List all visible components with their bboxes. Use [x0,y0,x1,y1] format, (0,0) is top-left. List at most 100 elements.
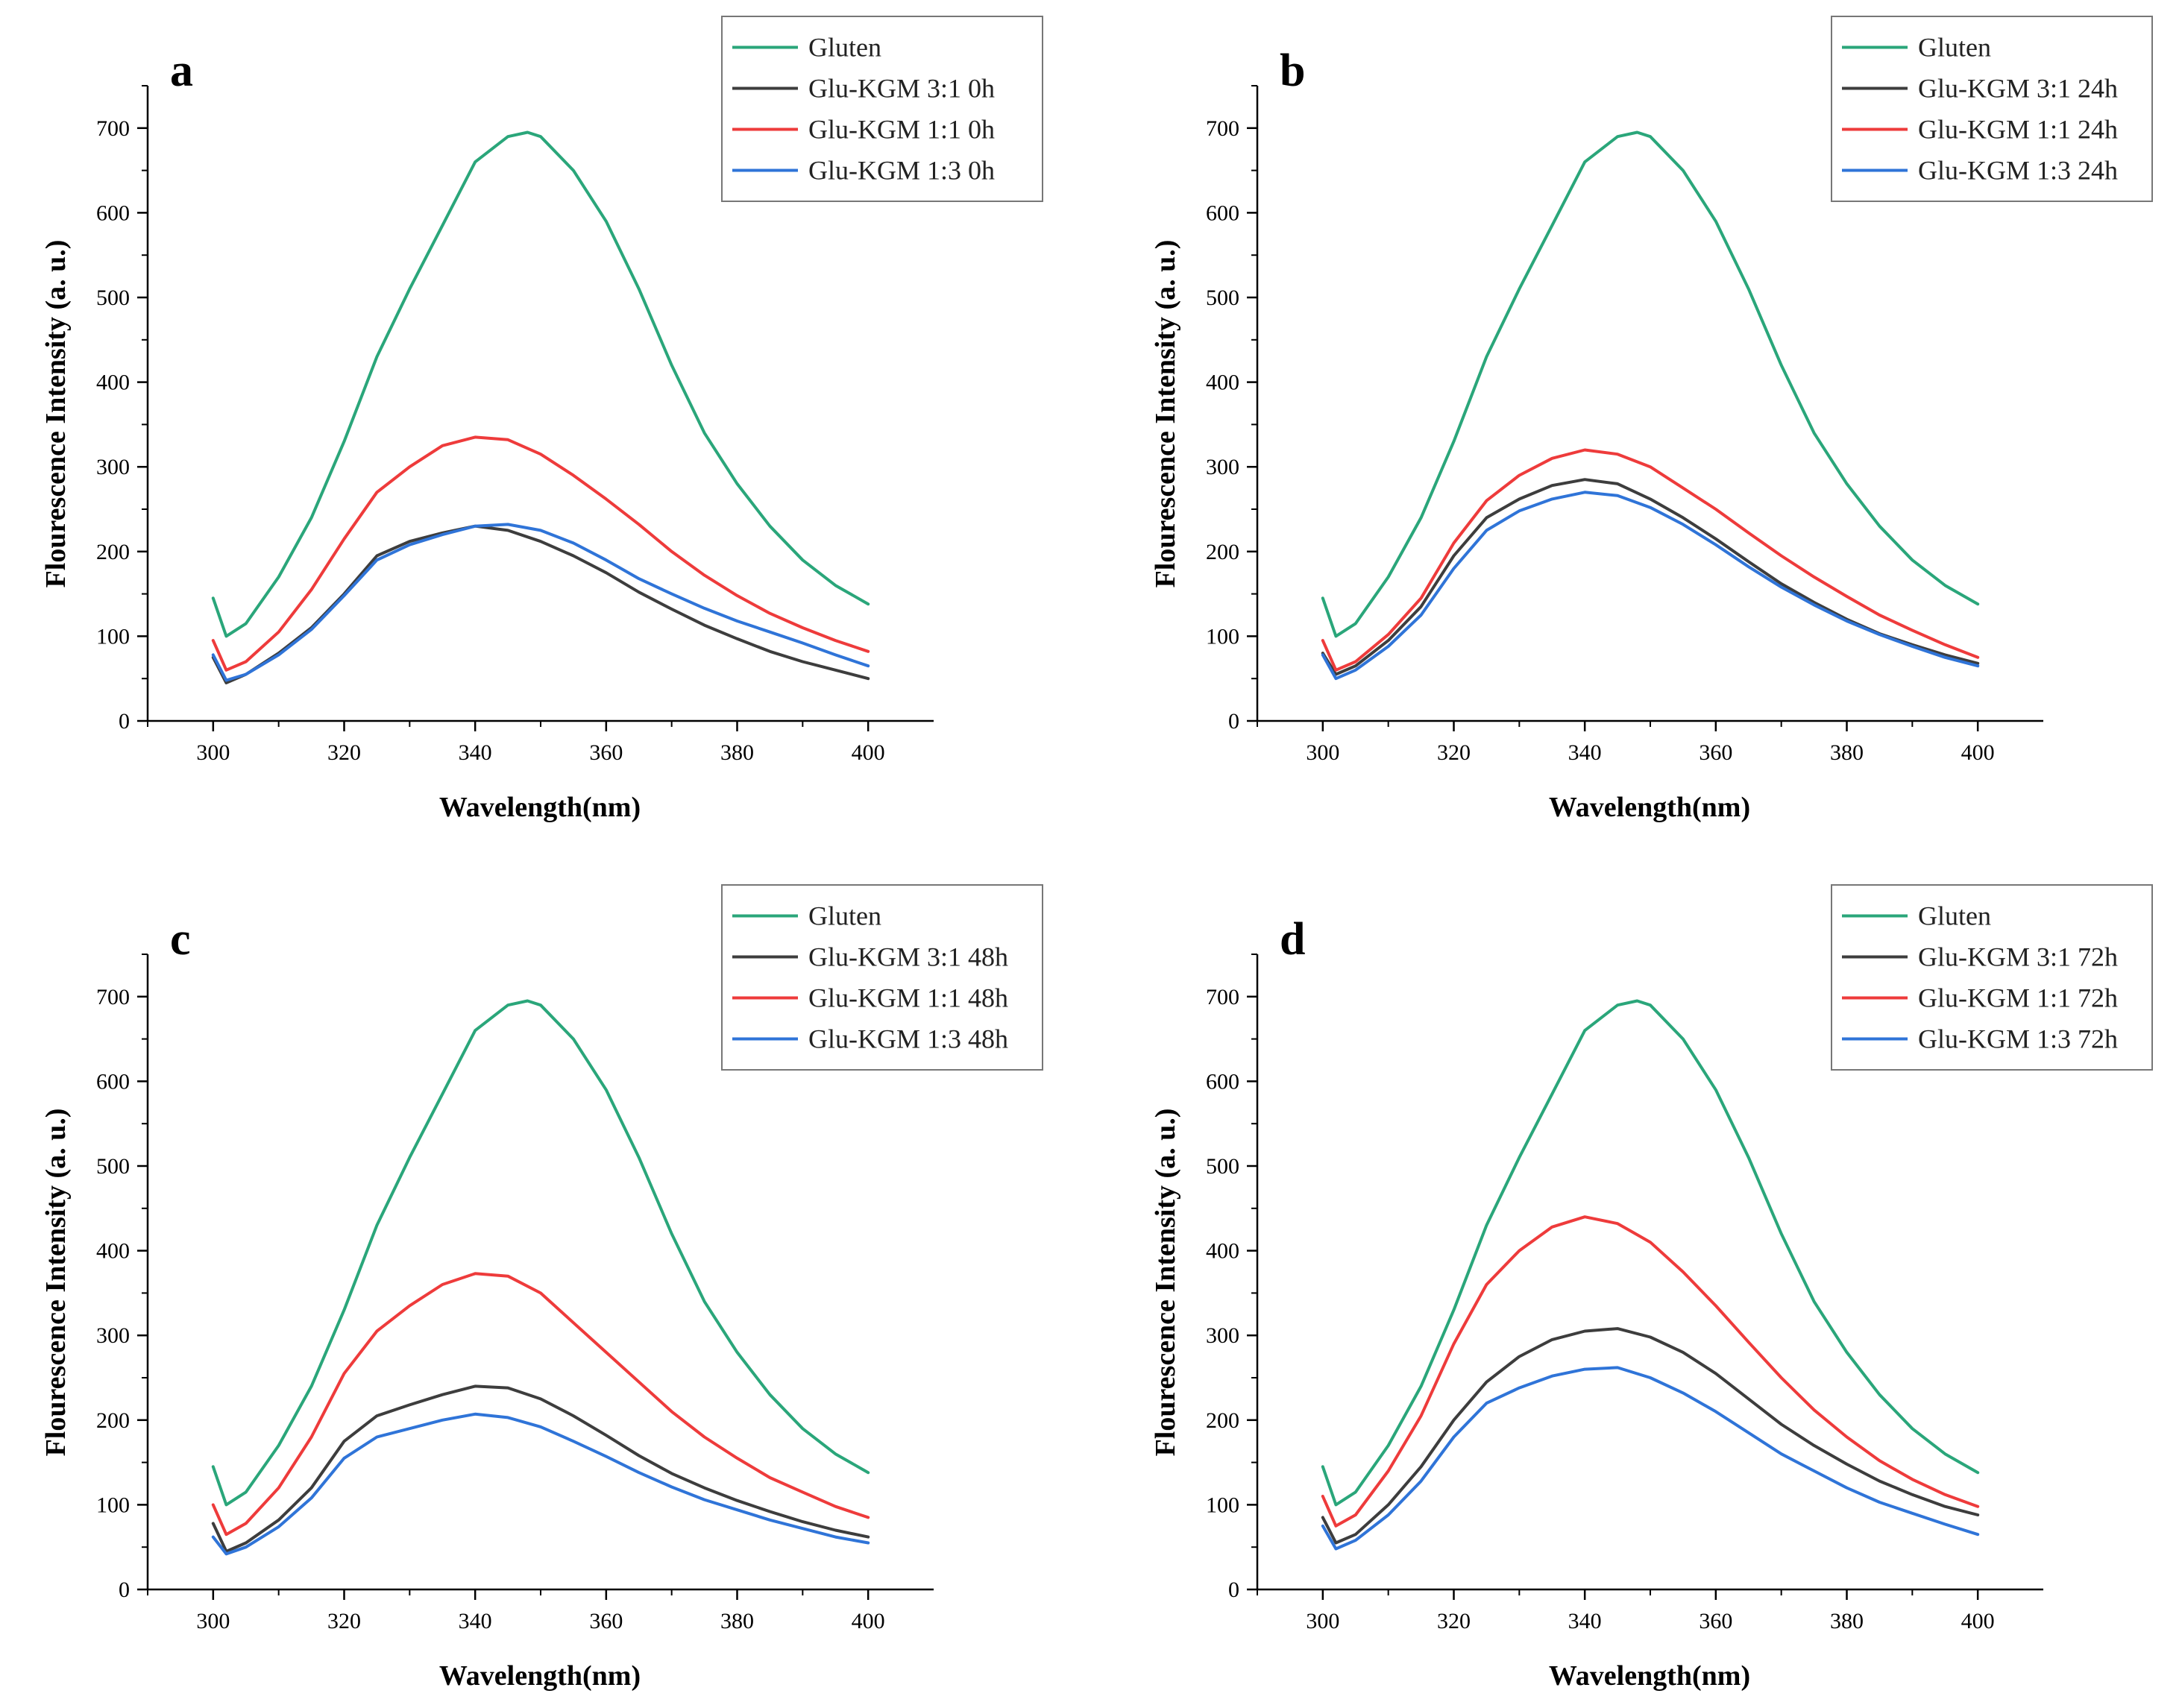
x-tick-label: 340 [459,740,492,765]
y-tick-label: 400 [1206,1239,1239,1264]
y-tick-label: 600 [96,1069,130,1094]
legend-label: Glu-KGM 1:1 0h [808,115,995,145]
panel-d: d 300 320 340 360 380 400 0 100 200 300 400 500 600 7… [1150,884,2153,1692]
x-tick-label: 340 [1568,740,1602,765]
x-tick-label: 360 [589,1609,623,1633]
x-tick-label: 340 [459,1609,492,1633]
series-line-1 [1321,999,1980,1507]
y-tick-label: 600 [1206,1069,1239,1094]
series-line-4 [211,1412,870,1556]
panel-b: b 300 320 340 360 380 400 0 100 200 300 400 500 600 7… [1150,16,2153,823]
x-tick-label: 360 [1699,1609,1732,1633]
series-line-2 [1321,1327,1980,1545]
legend-label: Glu-KGM 1:3 48h [808,1024,1008,1054]
legend-label: Gluten [1918,33,1991,63]
x-tick-label: 300 [196,740,230,765]
y-tick-label: 100 [96,1493,130,1517]
y-axis-title: Flourescence Intensity (a. u.) [40,240,72,588]
y-tick-label: 0 [1228,1578,1239,1602]
panel-a: a 300 320 340 360 380 400 0 100 200 300 400 500 600 7… [40,16,1043,823]
x-tick-label: 400 [1961,1609,1995,1633]
plot-area: 300 320 340 360 380 400 0 100 200 300 400 500 600 700 [96,85,934,765]
x-axis-title: Wavelength(nm) [439,1660,641,1692]
y-tick-label: 0 [119,1578,130,1602]
x-tick-label: 320 [327,1609,361,1633]
series-line-1 [211,999,870,1507]
y-axis-title: Flourescence Intensity (a. u.) [40,1109,72,1457]
x-tick-label: 340 [1568,1609,1602,1633]
legend-label: Glu-KGM 1:1 24h [1918,115,2118,145]
y-tick-label: 500 [1206,286,1239,310]
x-tick-label: 320 [1437,740,1471,765]
x-tick-label: 320 [1437,1609,1471,1633]
y-tick-label: 500 [1206,1154,1239,1179]
series-line-4 [1321,491,1980,681]
x-tick-label: 300 [1306,740,1339,765]
series-line-2 [211,1384,870,1553]
legend-label: Gluten [808,33,881,63]
legend-label: Glu-KGM 3:1 72h [1918,942,2118,972]
x-axis-title: Wavelength(nm) [1549,1660,1750,1692]
legend-label: Glu-KGM 1:3 72h [1918,1024,2118,1054]
series-line-1 [211,130,870,638]
x-tick-label: 360 [589,740,623,765]
y-tick-label: 200 [1206,1408,1239,1433]
legend-label: Glu-KGM 1:3 0h [808,156,995,186]
y-tick-label: 700 [1206,985,1239,1009]
y-tick-label: 100 [1206,1493,1239,1517]
x-tick-label: 380 [720,740,754,765]
legend-label: Gluten [808,901,881,931]
x-tick-label: 300 [1306,1609,1339,1633]
panel-letter-d: d [1280,914,1305,965]
x-tick-label: 300 [196,1609,230,1633]
plot-area: 300 320 340 360 380 400 0 100 200 300 400 500 600 700 [1206,85,2043,765]
x-tick-label: 380 [1830,1609,1864,1633]
y-tick-label: 0 [119,709,130,734]
panel-letter-a: a [170,45,193,96]
x-axis-title: Wavelength(nm) [1549,792,1750,823]
legend-label: Gluten [1918,901,1991,931]
y-tick-label: 300 [1206,1323,1239,1348]
legend-label: Glu-KGM 3:1 24h [1918,74,2118,104]
x-tick-label: 360 [1699,740,1732,765]
y-tick-label: 200 [96,540,130,564]
series-line-3 [211,435,870,672]
panel-c: c 300 320 340 360 380 400 0 100 200 300 400 500 600 7… [40,884,1043,1692]
x-axis-title: Wavelength(nm) [439,792,641,823]
x-tick-label: 400 [852,1609,885,1633]
legend-label: Glu-KGM 1:1 48h [808,983,1008,1013]
y-tick-label: 700 [1206,116,1239,141]
plot-area: 300 320 340 360 380 400 0 100 200 300 400 500 600 700 [1206,954,2043,1633]
y-tick-label: 300 [96,455,130,479]
series-line-4 [1321,1366,1980,1551]
legend-label: Glu-KGM 3:1 48h [808,942,1008,972]
series-line-1 [1321,130,1980,638]
plot-area: 300 320 340 360 380 400 0 100 200 300 400 500 600 700 [96,954,934,1633]
legend-label: Glu-KGM 1:3 24h [1918,156,2118,186]
y-tick-label: 700 [96,985,130,1009]
y-tick-label: 300 [1206,455,1239,479]
y-tick-label: 400 [1206,371,1239,395]
x-tick-label: 400 [852,740,885,765]
panel-letter-b: b [1280,45,1305,96]
legend-label: Glu-KGM 3:1 0h [808,74,995,104]
y-tick-label: 700 [96,116,130,141]
x-tick-label: 380 [1830,740,1864,765]
y-axis-title: Flourescence Intensity (a. u.) [1150,1109,1181,1457]
y-tick-label: 600 [1206,201,1239,225]
legend: Gluten Glu-KGM 3:1 0h Glu-KGM 1:1 0h Glu-KG… [721,16,1043,202]
y-tick-label: 100 [96,624,130,649]
y-tick-label: 500 [96,286,130,310]
series-line-3 [1321,448,1980,672]
y-tick-label: 400 [96,1239,130,1264]
y-tick-label: 400 [96,371,130,395]
legend-label: Glu-KGM 1:1 72h [1918,983,2118,1013]
y-tick-label: 200 [96,1408,130,1433]
x-tick-label: 400 [1961,740,1995,765]
series-line-4 [211,523,870,682]
y-tick-label: 500 [96,1154,130,1179]
series-line-3 [211,1272,870,1537]
legend: Gluten Glu-KGM 3:1 48h Glu-KGM 1:1 48h Glu-… [721,884,1043,1071]
y-axis-title: Flourescence Intensity (a. u.) [1150,240,1181,588]
